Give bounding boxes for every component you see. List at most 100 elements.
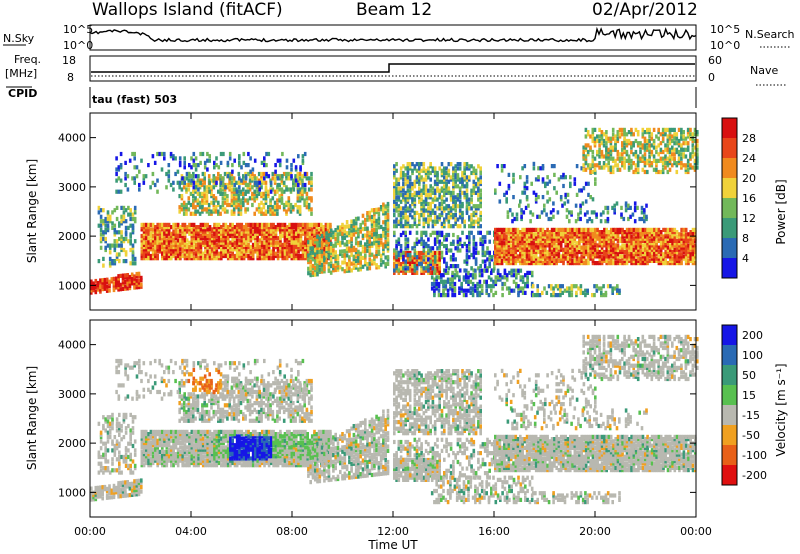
echo-cell <box>279 236 282 241</box>
echo-cell <box>472 268 476 273</box>
echo-cell <box>212 196 216 201</box>
echo-cell <box>634 227 638 232</box>
echo-cell <box>424 195 428 200</box>
echo-cell <box>285 165 289 170</box>
echo-cell <box>238 229 241 234</box>
echo-cell <box>584 238 588 243</box>
echo-cell <box>226 229 230 234</box>
echo-cell <box>662 243 665 248</box>
echo-cell <box>267 209 270 214</box>
echo-cell <box>97 223 101 228</box>
echo-cell <box>272 238 275 243</box>
echo-cell <box>188 163 191 168</box>
echo-cell <box>653 243 656 248</box>
noise-right-label: N.Search <box>745 28 795 41</box>
echo-cell <box>449 281 452 287</box>
echo-cell <box>210 236 214 241</box>
echo-cell <box>189 202 193 208</box>
echo-cell <box>454 195 457 200</box>
echo-cell <box>112 281 116 286</box>
echo-cell <box>341 249 344 254</box>
echo-cell <box>541 232 545 237</box>
echo-cell <box>235 253 239 259</box>
echo-cell <box>550 249 554 255</box>
echo-cell <box>541 238 545 243</box>
echo-cell <box>501 275 504 280</box>
echo-cell <box>348 248 351 253</box>
echo-cell <box>149 227 153 232</box>
echo-cell <box>210 238 214 243</box>
echo-cell <box>190 253 194 259</box>
echo-cell <box>129 234 132 239</box>
echo-cell <box>384 239 387 245</box>
echo-cell <box>555 247 558 252</box>
echo-cell <box>151 253 155 259</box>
echo-cell <box>352 219 356 224</box>
echo-cell <box>214 178 218 183</box>
echo-cell <box>174 227 178 232</box>
echo-cell <box>297 245 300 250</box>
echo-cell <box>569 232 572 237</box>
echo-cell <box>215 163 218 168</box>
echo-cell <box>165 233 169 239</box>
echo-cell <box>128 286 132 291</box>
echo-cell <box>158 245 162 250</box>
echo-cell <box>192 238 196 243</box>
echo-cell <box>445 181 448 187</box>
echo-cell <box>680 256 683 261</box>
echo-cell <box>569 241 572 246</box>
echo-cell <box>223 171 227 177</box>
echo-cell <box>637 238 640 243</box>
echo-cell <box>178 160 182 165</box>
echo-cell <box>167 178 171 183</box>
echo-cell <box>449 286 452 291</box>
echo-cell <box>265 222 269 227</box>
echo-cell <box>621 238 624 243</box>
echo-cell <box>614 230 617 235</box>
echo-cell <box>680 252 683 257</box>
echo-cell <box>280 180 284 185</box>
echo-cell <box>357 251 360 257</box>
echo-cell <box>231 231 234 236</box>
echo-cell <box>625 247 629 252</box>
echo-cell <box>263 256 266 261</box>
echo-cell <box>213 242 216 247</box>
echo-cell <box>323 264 326 269</box>
echo-cell <box>332 252 335 257</box>
echo-cell <box>415 237 419 242</box>
echo-cell <box>603 249 606 255</box>
echo-cell <box>304 227 307 232</box>
echo-cell <box>283 251 287 256</box>
echo-cell <box>431 250 435 256</box>
echo-cell <box>452 168 455 173</box>
echo-cell <box>411 170 414 176</box>
echo-cell <box>628 247 631 252</box>
echo-cell <box>204 229 207 234</box>
echo-cell <box>133 219 137 224</box>
echo-cell <box>440 197 444 202</box>
echo-cell <box>456 177 460 182</box>
echo-cell <box>276 240 280 245</box>
echo-cell <box>521 232 524 237</box>
echo-cell <box>238 185 241 190</box>
echo-cell <box>526 277 529 282</box>
echo-cell <box>420 193 423 198</box>
echo-cell <box>217 253 221 259</box>
echo-cell <box>397 237 401 242</box>
echo-cell <box>500 245 504 250</box>
echo-cell <box>415 257 419 262</box>
echo-cell <box>465 273 468 278</box>
echo-cell <box>108 245 112 250</box>
echo-cell <box>413 179 417 184</box>
echo-cell <box>324 227 328 232</box>
echo-cell <box>603 232 606 237</box>
echo-cell <box>297 242 300 247</box>
echo-cell <box>438 201 441 207</box>
echo-cell <box>92 285 95 290</box>
echo-cell <box>287 202 291 208</box>
echo-cell <box>179 229 182 234</box>
echo-cell <box>185 171 189 177</box>
echo-cell <box>359 222 362 228</box>
echo-cell <box>420 257 423 262</box>
echo-cell <box>131 228 135 233</box>
